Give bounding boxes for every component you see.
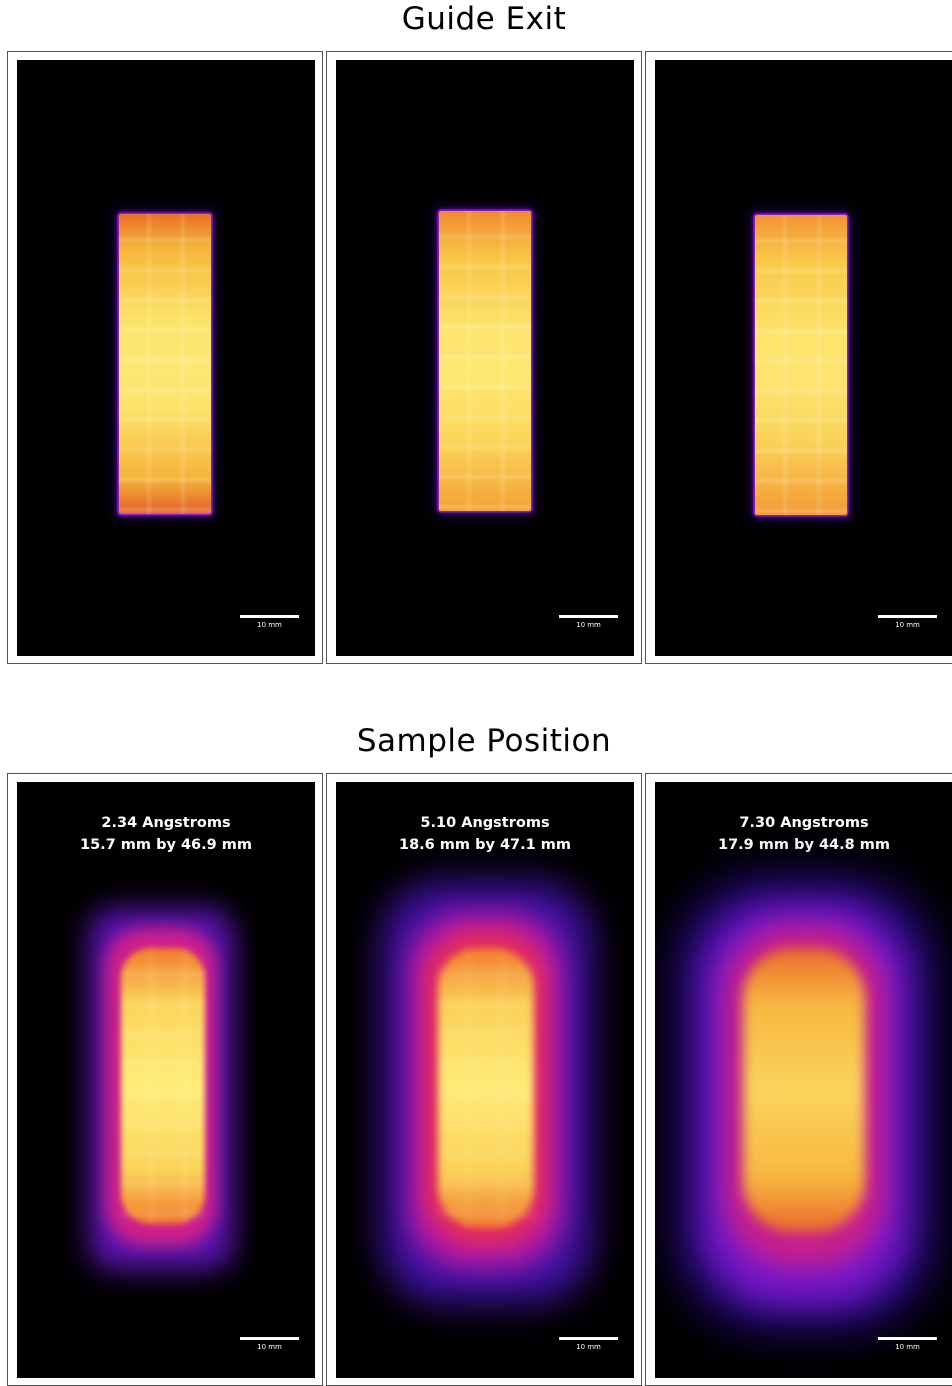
- beam-image: 2.34 Angstroms 15.7 mm by 46.9 mm 10 mm: [17, 782, 315, 1378]
- sample-position-panel-1: 2.34 Angstroms 15.7 mm by 46.9 mm 10 mm: [7, 773, 323, 1386]
- beam-image: 10 mm: [655, 60, 952, 656]
- beam-spot: [755, 215, 847, 515]
- scale-bar: [878, 1337, 937, 1340]
- beam-spot: [438, 948, 534, 1228]
- scale-bar: [240, 615, 299, 618]
- beam-image: 10 mm: [336, 60, 634, 656]
- scale-label: 10 mm: [576, 621, 601, 629]
- scale-bar: [240, 1337, 299, 1340]
- beam-size-label: 18.6 mm by 47.1 mm: [398, 837, 571, 853]
- guide-exit-panel-1: 10 mm: [7, 51, 323, 664]
- scale-label: 10 mm: [576, 1343, 601, 1351]
- beam-image: 5.10 Angstroms 18.6 mm by 47.1 mm 10 mm: [336, 782, 634, 1378]
- sample-position-panel-2: 5.10 Angstroms 18.6 mm by 47.1 mm 10 mm: [326, 773, 642, 1386]
- beam-caption: 7.30 Angstroms 17.9 mm by 44.8 mm: [655, 812, 952, 856]
- guide-exit-panel-2: 10 mm: [326, 51, 642, 664]
- wavelength-label: 5.10 Angstroms: [420, 815, 550, 831]
- scale-label: 10 mm: [257, 1343, 282, 1351]
- wavelength-label: 2.34 Angstroms: [101, 815, 231, 831]
- beam-image: 10 mm: [17, 60, 315, 656]
- scale-label: 10 mm: [257, 621, 282, 629]
- scale-bar: [878, 615, 937, 618]
- section-title-sample-position: Sample Position: [356, 723, 612, 759]
- beam-caption: 5.10 Angstroms 18.6 mm by 47.1 mm: [336, 812, 634, 856]
- beam-size-label: 15.7 mm by 46.9 mm: [79, 837, 252, 853]
- section-title-guide-exit: Guide Exit: [401, 1, 567, 37]
- scale-label: 10 mm: [895, 621, 920, 629]
- beam-image: 7.30 Angstroms 17.9 mm by 44.8 mm 10 mm: [655, 782, 952, 1378]
- beam-spot: [439, 211, 531, 511]
- beam-size-label: 17.9 mm by 44.8 mm: [717, 837, 890, 853]
- scale-bar: [559, 1337, 618, 1340]
- beam-spot: [121, 948, 205, 1224]
- guide-exit-panel-3: 10 mm: [645, 51, 952, 664]
- beam-caption: 2.34 Angstroms 15.7 mm by 46.9 mm: [17, 812, 315, 856]
- beam-spot: [743, 948, 865, 1232]
- wavelength-label: 7.30 Angstroms: [739, 815, 869, 831]
- scale-label: 10 mm: [895, 1343, 920, 1351]
- beam-spot: [119, 214, 211, 514]
- sample-position-panel-3: 7.30 Angstroms 17.9 mm by 44.8 mm 10 mm: [645, 773, 952, 1386]
- scale-bar: [559, 615, 618, 618]
